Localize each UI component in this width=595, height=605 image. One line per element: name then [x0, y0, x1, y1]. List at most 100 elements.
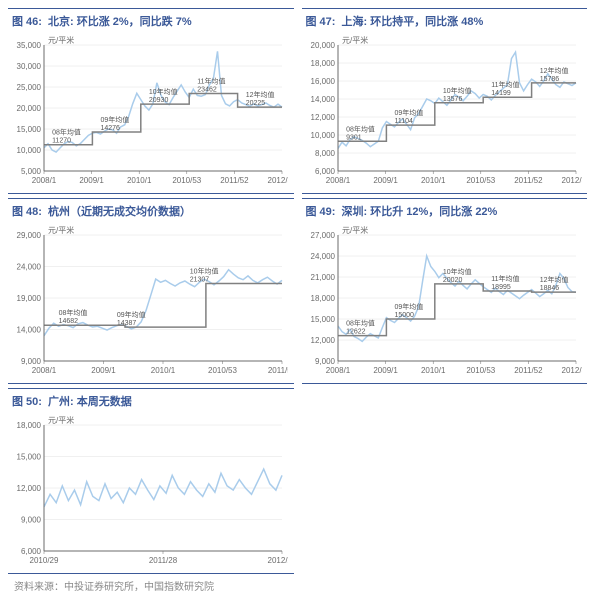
chart-panel-1: 图 47:上海: 环比持平，同比涨 48% 6,000 8,000 10,000 12,… [302, 8, 588, 194]
data-source: 资料来源：中投证券研究所，中国指数研究院 [8, 574, 587, 597]
svg-text:35,000: 35,000 [17, 41, 42, 50]
svg-text:20,000: 20,000 [310, 41, 335, 50]
svg-text:10,000: 10,000 [310, 131, 335, 140]
avg-value: 14276 [100, 125, 120, 132]
avg-label: 10年均值 [190, 266, 219, 275]
svg-text:2008/1: 2008/1 [32, 176, 57, 185]
chart-area: 9,00014,00019,00024,00029,0002008/12009/… [8, 221, 294, 381]
svg-text:2008/1: 2008/1 [325, 176, 350, 185]
svg-text:2012/52: 2012/52 [561, 176, 581, 185]
avg-label: 11年均值 [491, 274, 519, 283]
avg-value: 15786 [539, 76, 559, 83]
avg-label: 09年均值 [394, 302, 423, 311]
avg-value: 18846 [539, 285, 559, 292]
chart-area: 6,0008,00010,00012,00014,00016,00018,000… [302, 31, 588, 191]
avg-value: 13576 [442, 96, 462, 103]
avg-value: 15000 [394, 312, 414, 319]
avg-value: 18995 [491, 284, 511, 291]
avg-step-line [44, 284, 282, 328]
fig-title: 北京: 环比涨 2%，同比跌 7% [48, 16, 192, 28]
svg-text:2011/28: 2011/28 [149, 556, 178, 565]
svg-text:2011/52: 2011/52 [514, 176, 543, 185]
svg-text:14,000: 14,000 [310, 95, 335, 104]
svg-text:19,000: 19,000 [17, 294, 42, 303]
avg-value: 23462 [197, 86, 217, 93]
svg-text:2010/53: 2010/53 [172, 176, 201, 185]
svg-text:2011/52: 2011/52 [514, 366, 543, 375]
svg-text:15,000: 15,000 [17, 453, 42, 462]
fig-number: 图 47: [306, 16, 336, 28]
svg-text:24,000: 24,000 [17, 263, 42, 272]
panel-title: 图 50: 广州: 本周无数据 [8, 391, 294, 411]
svg-text:12,000: 12,000 [17, 484, 42, 493]
svg-text:2012/52: 2012/52 [561, 366, 581, 375]
chart-area: 9,00012,00015,00018,00021,00024,00027,00… [302, 221, 588, 381]
avg-value: 14682 [59, 318, 79, 325]
avg-value: 11104 [394, 118, 413, 125]
svg-text:2008/1: 2008/1 [325, 366, 350, 375]
avg-value: 11270 [52, 138, 71, 145]
svg-text:2009/1: 2009/1 [373, 176, 398, 185]
panel-title: 图 47:上海: 环比持平，同比涨 48% [302, 11, 588, 31]
avg-label: 11年均值 [197, 76, 225, 85]
svg-text:2009/1: 2009/1 [373, 366, 398, 375]
svg-text:18,000: 18,000 [310, 59, 335, 68]
fig-title: 杭州（近期无成交均价数据） [48, 206, 191, 218]
avg-label: 12年均值 [539, 66, 568, 75]
svg-text:2010/1: 2010/1 [151, 366, 176, 375]
svg-text:12,000: 12,000 [310, 113, 335, 122]
fig-number: 图 49: [306, 206, 336, 218]
avg-label: 10年均值 [442, 267, 471, 276]
avg-value: 12622 [346, 329, 366, 336]
fig-number: 图 48: [12, 206, 42, 218]
svg-text:24,000: 24,000 [310, 252, 335, 261]
avg-value: 21307 [190, 276, 210, 283]
chart-svg: 5,00010,00015,00020,00025,00030,00035,00… [8, 31, 288, 191]
svg-text:2010/53: 2010/53 [208, 366, 237, 375]
avg-value: 9301 [346, 134, 362, 141]
svg-text:2011/52: 2011/52 [268, 366, 288, 375]
svg-text:6,000: 6,000 [21, 547, 42, 556]
svg-text:5,000: 5,000 [21, 167, 42, 176]
svg-text:14,000: 14,000 [17, 326, 42, 335]
svg-text:元/平米: 元/平米 [342, 225, 368, 235]
svg-text:2010/53: 2010/53 [466, 176, 495, 185]
svg-text:2010/53: 2010/53 [466, 366, 495, 375]
panel-title: 图 48: 杭州（近期无成交均价数据） [8, 201, 294, 221]
avg-label: 09年均值 [100, 115, 129, 124]
svg-text:2009/1: 2009/1 [79, 176, 104, 185]
svg-text:18,000: 18,000 [17, 421, 42, 430]
avg-label: 08年均值 [59, 308, 88, 317]
chart-area: 6,000 9,000 12,000 15,000 18,000 2010/29 2011/… [8, 411, 294, 571]
svg-text:2010/1: 2010/1 [420, 366, 445, 375]
chart-area: 5,00010,00015,00020,00025,00030,00035,00… [8, 31, 294, 191]
svg-text:元/平米: 元/平米 [48, 415, 74, 425]
svg-text:9,000: 9,000 [21, 516, 42, 525]
svg-text:15,000: 15,000 [310, 315, 335, 324]
fig-number: 图 50: [12, 396, 42, 408]
svg-text:6,000: 6,000 [314, 167, 335, 176]
avg-value: 20225 [246, 100, 266, 107]
chart-svg: 9,00014,00019,00024,00029,0002008/12009/… [8, 221, 288, 381]
svg-text:元/平米: 元/平米 [48, 225, 74, 235]
avg-value: 14387 [117, 320, 137, 327]
svg-text:2012/28: 2012/28 [268, 556, 288, 565]
fig-title: 广州: 本周无数据 [48, 396, 132, 408]
svg-text:2010/29: 2010/29 [30, 556, 59, 565]
fig-number: 图 46: [12, 16, 42, 28]
svg-text:15,000: 15,000 [17, 125, 42, 134]
svg-text:2010/1: 2010/1 [420, 176, 445, 185]
svg-text:2008/1: 2008/1 [32, 366, 57, 375]
svg-text:9,000: 9,000 [314, 357, 335, 366]
avg-value: 14199 [491, 90, 511, 97]
svg-text:2011/52: 2011/52 [220, 176, 249, 185]
svg-text:8,000: 8,000 [314, 149, 335, 158]
avg-label: 09年均值 [117, 310, 146, 319]
svg-text:18,000: 18,000 [310, 294, 335, 303]
avg-label: 10年均值 [442, 86, 471, 95]
chart-panel-2: 图 48:杭州（近期无成交均价数据）9,00014,00019,00024,00… [8, 198, 294, 384]
svg-text:2012/52: 2012/52 [268, 176, 288, 185]
svg-text:27,000: 27,000 [310, 231, 335, 240]
avg-label: 08年均值 [346, 124, 375, 133]
svg-text:元/平米: 元/平米 [342, 35, 368, 45]
